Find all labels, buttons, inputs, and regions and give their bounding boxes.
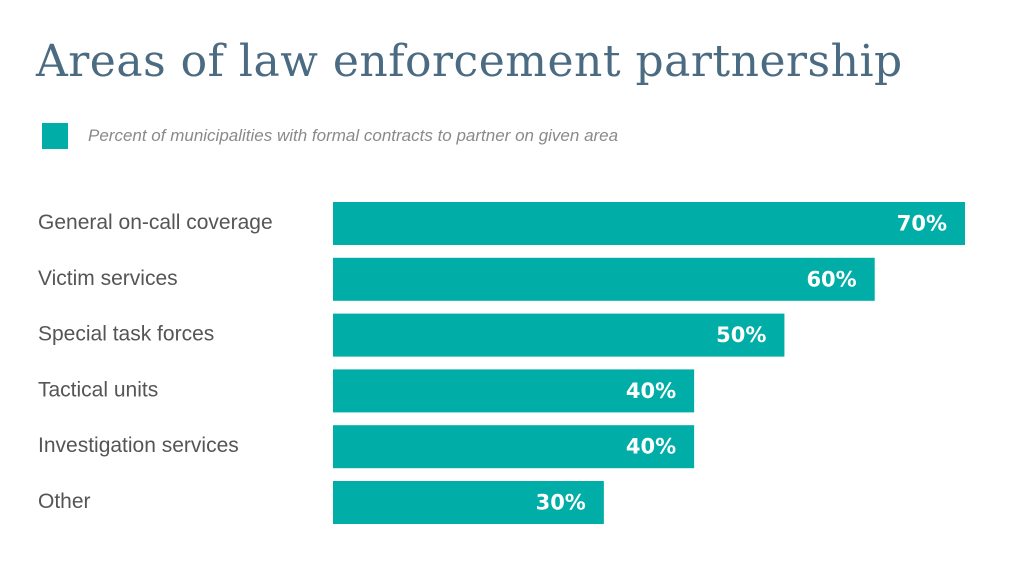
bar <box>333 313 785 357</box>
value-label: 40% <box>626 435 676 459</box>
value-label: 60% <box>806 267 856 291</box>
value-label: 40% <box>626 379 676 403</box>
bar <box>333 481 604 524</box>
value-label: 30% <box>536 491 586 515</box>
category-label: Investigation services <box>38 434 239 457</box>
category-label: Victim services <box>38 267 178 290</box>
category-label: Special task forces <box>38 323 214 346</box>
value-label: 70% <box>897 212 947 236</box>
bar <box>333 369 695 413</box>
category-label: Other <box>38 490 91 513</box>
category-label: Tactical units <box>38 378 158 401</box>
bar <box>333 202 965 245</box>
value-label: 50% <box>716 323 766 347</box>
category-label: General on-call coverage <box>38 211 273 234</box>
bar <box>333 425 695 469</box>
legend-swatch <box>42 123 68 149</box>
bar <box>333 257 875 301</box>
legend: Percent of municipalities with formal co… <box>42 123 618 149</box>
chart-title: Areas of law enforcement partnership <box>36 36 903 87</box>
legend-label: Percent of municipalities with formal co… <box>88 126 619 145</box>
